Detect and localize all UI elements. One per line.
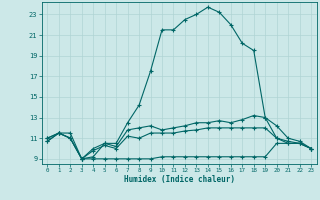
X-axis label: Humidex (Indice chaleur): Humidex (Indice chaleur) [124, 175, 235, 184]
